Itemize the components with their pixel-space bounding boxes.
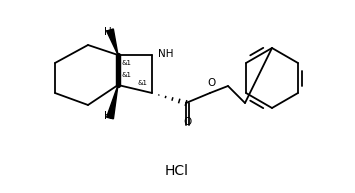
Text: O: O <box>184 117 192 127</box>
Text: H: H <box>104 27 112 37</box>
Text: &1: &1 <box>121 72 131 78</box>
Text: &1: &1 <box>121 60 131 66</box>
Polygon shape <box>106 29 118 55</box>
Polygon shape <box>106 85 118 119</box>
Text: O: O <box>207 78 215 88</box>
Text: H: H <box>104 111 112 121</box>
Text: NH: NH <box>158 49 174 59</box>
Text: HCl: HCl <box>165 164 189 178</box>
Text: &1: &1 <box>138 80 148 86</box>
